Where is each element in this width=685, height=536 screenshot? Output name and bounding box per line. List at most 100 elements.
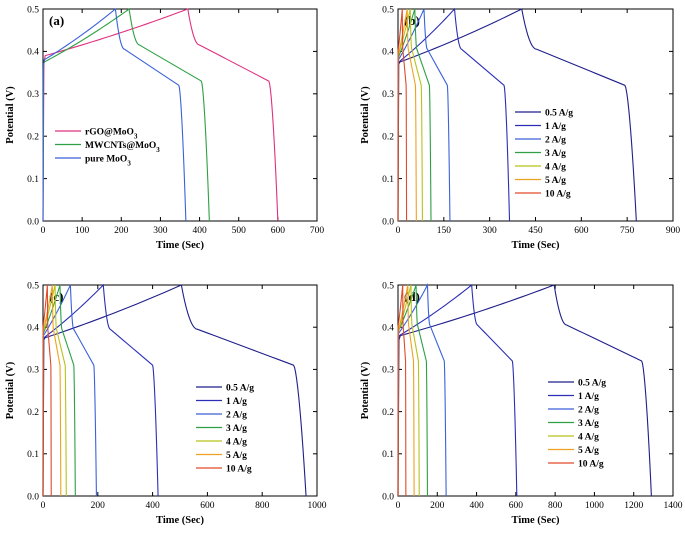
x-tick-label: 200: [91, 501, 106, 511]
x-tick-label: 400: [469, 501, 484, 511]
legend-subscript: 3: [127, 159, 131, 167]
x-tick-label: 100: [75, 226, 90, 236]
y-axis-label: Potential (V): [5, 86, 16, 144]
series-line: [397, 284, 652, 497]
legend-entry: pure MoO3: [85, 154, 131, 167]
legend-entry: 2 A/g: [545, 135, 566, 145]
plot-frame: [42, 284, 318, 497]
x-tick-label: 600: [200, 501, 215, 511]
legend-entry: 10 A/g: [545, 189, 571, 199]
legend-entry: 1 A/g: [226, 397, 247, 407]
x-tick-label: 900: [666, 226, 681, 236]
legend-entry: 3 A/g: [578, 419, 599, 429]
legend-entry: 1 A/g: [545, 122, 566, 132]
x-tick-label: 800: [548, 501, 563, 511]
y-axis-label: Potential (V): [360, 361, 371, 419]
legend-entry: 0.5 A/g: [226, 383, 254, 393]
series-line: [397, 8, 417, 222]
x-tick-label: 0: [41, 501, 46, 511]
x-tick-label: 600: [574, 226, 589, 236]
y-tick-label: 0.1: [382, 175, 394, 185]
plot-frame: [397, 284, 674, 497]
y-tick-label: 0.0: [27, 217, 39, 227]
x-tick-label: 1000: [585, 501, 604, 511]
y-axis-label: Potential (V): [5, 361, 16, 419]
legend-entry: 3 A/g: [226, 424, 247, 434]
y-tick-label: 0.4: [27, 48, 39, 58]
legend-entry: rGO@MoO3: [85, 127, 138, 140]
panel-label: (a): [49, 13, 64, 28]
y-tick-label: 0.3: [27, 90, 39, 100]
series-line: [397, 8, 432, 222]
legend-entry: 10 A/g: [578, 459, 604, 469]
panel-d-rate-curves: 0 200 400 600 800 1000 1200 1400 0.0 0.1 0.2 0.3 0.4…: [360, 281, 683, 526]
y-tick-label: 0.0: [382, 217, 394, 227]
legend-entry: 3 A/g: [545, 149, 566, 159]
x-tick-label: 200: [114, 226, 129, 236]
x-axis-label: Time (Sec): [512, 240, 560, 251]
legend-subscript: 3: [156, 146, 160, 154]
legend-entry: 0.5 A/g: [545, 108, 573, 118]
x-tick-label: 600: [271, 226, 286, 236]
legend-entry: 10 A/g: [226, 464, 252, 474]
legend-entry: 4 A/g: [578, 432, 599, 442]
y-tick-label: 0.4: [382, 48, 394, 58]
series-line: [42, 284, 307, 497]
x-tick-label: 450: [528, 226, 543, 236]
y-tick-label: 0.2: [27, 133, 39, 143]
x-tick-label: 150: [437, 226, 452, 236]
legend: 0.5 A/g 1 A/g 2 A/g 3 A/g 4 A/g 5 A/g 10 A/g: [196, 383, 254, 474]
series-line: [42, 7, 187, 222]
y-tick-label: 0.4: [27, 324, 39, 334]
legend-entry: 4 A/g: [226, 437, 247, 447]
panel-b-rate-curves: 0 150 300 450 600 750 900 0.0 0.1 0.2 0.3 0.4 0.5 Tim…: [360, 5, 680, 251]
series-line: [397, 284, 415, 497]
x-tick-label: 0: [396, 501, 401, 511]
plot-frame: [397, 8, 674, 222]
y-tick-label: 0.0: [382, 492, 394, 502]
x-tick-label: 200: [430, 501, 445, 511]
series-line: [397, 283, 518, 497]
series-line: [397, 8, 408, 222]
y-tick-label: 0.2: [382, 408, 394, 418]
legend-entry: 4 A/g: [545, 162, 566, 172]
y-tick-label: 0.4: [382, 324, 394, 334]
legend-entry: 2 A/g: [578, 405, 599, 415]
y-tick-label: 0.3: [27, 366, 39, 376]
x-tick-label: 600: [509, 501, 524, 511]
legend: 0.5 A/g 1 A/g 2 A/g 3 A/g 4 A/g 5 A/g 10 A/g: [515, 108, 573, 199]
series-line: [397, 284, 429, 497]
y-tick-label: 0.1: [382, 450, 394, 460]
y-axis-label: Potential (V): [360, 86, 371, 144]
plot-frame: [42, 8, 318, 222]
legend-subscript: 3: [134, 132, 138, 140]
legend: 0.5 A/g 1 A/g 2 A/g 3 A/g 4 A/g 5 A/g 10 A/g: [548, 378, 606, 469]
y-tick-label: 0.0: [27, 492, 39, 502]
series-line: [42, 283, 159, 497]
legend-entry: 5 A/g: [545, 176, 566, 186]
x-tick-label: 1400: [664, 501, 683, 511]
x-axis-label: Time (Sec): [512, 515, 560, 526]
y-tick-label: 0.3: [382, 366, 394, 376]
x-axis-label: Time (Sec): [156, 515, 204, 526]
series-line: [42, 284, 62, 497]
x-tick-label: 1000: [308, 501, 327, 511]
series-line: [42, 284, 97, 497]
x-tick-label: 400: [145, 501, 160, 511]
x-tick-label: 750: [620, 226, 635, 236]
y-tick-label: 0.2: [382, 133, 394, 143]
y-tick-label: 0.1: [27, 450, 39, 460]
series-line: [397, 282, 447, 497]
x-tick-label: 300: [153, 226, 168, 236]
series-line: [42, 8, 279, 222]
x-axis-label: Time (Sec): [156, 240, 204, 251]
y-tick-label: 0.1: [27, 175, 39, 185]
legend-entry: 1 A/g: [578, 392, 599, 402]
y-tick-label: 0.3: [382, 90, 394, 100]
x-tick-label: 800: [255, 501, 270, 511]
series-line: [42, 284, 76, 497]
x-tick-label: 0: [396, 226, 401, 236]
y-tick-label: 0.5: [382, 5, 394, 15]
